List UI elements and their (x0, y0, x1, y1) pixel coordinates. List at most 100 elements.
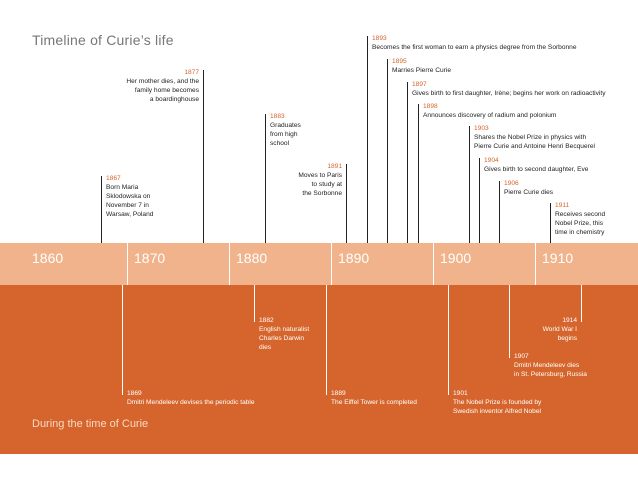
event-year: 1907 (514, 353, 529, 360)
curie-event: 1883 Graduates from high school (270, 112, 301, 148)
event-text: school (270, 140, 290, 147)
event-text: to study at (311, 181, 342, 188)
world-event-stem (326, 285, 327, 395)
curie-event-stem (479, 158, 480, 243)
curie-event-stem (265, 114, 266, 243)
event-year: 1904 (484, 157, 499, 164)
event-text: Gives birth to second daughter, Eve (484, 166, 589, 173)
curie-event: 1898 Announces discovery of radium and po… (423, 102, 556, 120)
event-text: in St. Petersburg, Russia (514, 371, 587, 378)
event-year: 1869 (127, 390, 142, 397)
curie-event-stem (346, 164, 347, 243)
event-text: from high (270, 131, 298, 138)
event-text: Receives second (555, 211, 606, 218)
decade-label: 1910 (542, 250, 574, 266)
event-text: November 7 in (106, 202, 149, 209)
event-year: 1883 (270, 113, 285, 120)
curie-event: 1891 Moves to Paris to study at the Sorbonn… (298, 162, 342, 198)
event-year: 1901 (453, 390, 468, 397)
event-text: time in chemistry (555, 229, 605, 236)
event-year: 1891 (327, 163, 342, 170)
event-text: Dmitri Mendeleev devises the periodic ta… (127, 399, 255, 406)
event-text: Marries Pierre Curie (392, 67, 451, 74)
event-text: Warsaw, Poland (106, 211, 154, 218)
event-year: 1889 (331, 390, 346, 397)
event-year: 1877 (184, 69, 199, 76)
decade-label: 1870 (134, 250, 166, 266)
world-event: 1882 English naturalist Charles Darwin dies (259, 316, 309, 352)
curie-event-stem (203, 70, 204, 243)
curie-event: 1893 Becomes the first woman to earn a ph… (372, 34, 577, 52)
event-year: 1898 (423, 103, 438, 110)
event-text: Gives birth to first daughter, Irène; be… (412, 90, 606, 97)
curie-event-stem (387, 59, 388, 243)
world-event: 1907 Dmitri Mendeleev dies in St. Petersbu… (514, 352, 587, 379)
decade-tick (331, 243, 332, 285)
curie-event: 1904 Gives birth to second daughter, Eve (484, 156, 588, 174)
world-events-title: During the time of Curie (32, 418, 149, 430)
world-event-stem (122, 285, 123, 395)
event-year: 1893 (372, 35, 387, 42)
event-year: 1867 (106, 175, 121, 182)
page-title: Timeline of Curie’s life (32, 32, 174, 48)
decade-band (0, 243, 638, 285)
event-text: Nobel Prize, this (555, 220, 604, 227)
event-year: 1911 (555, 202, 570, 209)
curie-event-stem (469, 126, 470, 243)
event-year: 1914 (562, 317, 577, 324)
world-events-panel (0, 285, 638, 454)
world-event: 1914 World War I begins (543, 316, 577, 343)
event-text: Moves to Paris (298, 172, 342, 179)
curie-event-stem (499, 181, 500, 243)
event-text: Becomes the first woman to earn a physic… (372, 44, 577, 51)
event-text: begins (557, 335, 577, 342)
world-event: 1889 The Eiffel Tower is completed (331, 389, 417, 407)
curie-event-stem (367, 36, 368, 243)
curie-event-stem (407, 82, 408, 243)
curie-event: 1895 Marries Pierre Curie (392, 57, 451, 75)
world-event: 1869 Dmitri Mendeleev devises the periodi… (127, 389, 255, 407)
curie-event: 1906 Pierre Curie dies (504, 179, 553, 197)
decade-tick (229, 243, 230, 285)
decade-label: 1900 (440, 250, 472, 266)
event-text: family home becomes (134, 87, 199, 94)
event-text: Charles Darwin (259, 335, 305, 342)
decade-label: 1860 (32, 250, 64, 266)
decade-tick (127, 243, 128, 285)
world-event-stem (448, 285, 449, 395)
decade-label: 1890 (338, 250, 370, 266)
event-text: dies (259, 344, 272, 351)
world-event-stem (509, 285, 510, 358)
curie-event: 1877 Her mother dies, and the family home … (126, 68, 199, 104)
event-text: Born Maria (106, 184, 139, 191)
event-text: World War I (542, 326, 577, 333)
event-text: Shares the Nobel Prize in physics with (474, 134, 587, 141)
world-event-stem (254, 285, 255, 322)
event-text: The Nobel Prize is founded by (453, 399, 542, 406)
curie-event-stem (101, 176, 102, 243)
event-text: Sklodowska on (106, 193, 151, 200)
event-year: 1882 (259, 317, 274, 324)
curie-event: 1867 Born Maria Sklodowska on November 7 in… (106, 174, 153, 219)
decade-tick (433, 243, 434, 285)
event-year: 1897 (412, 81, 427, 88)
curie-event: 1897 Gives birth to first daughter, Irène… (412, 80, 606, 98)
event-text: Dmitri Mendeleev dies (514, 362, 580, 369)
event-text: Announces discovery of radium and poloni… (423, 112, 557, 119)
event-year: 1895 (392, 58, 407, 65)
event-year: 1903 (474, 125, 489, 132)
event-text: a boardinghouse (149, 96, 199, 103)
curie-event-stem (418, 104, 419, 243)
curie-event: 1903 Shares the Nobel Prize in physics wi… (474, 124, 595, 151)
event-text: The Eiffel Tower is completed (331, 399, 417, 406)
curie-event: 1911 Receives second Nobel Prize, this time… (555, 201, 605, 237)
decade-tick (535, 243, 536, 285)
event-year: 1906 (504, 180, 519, 187)
event-text: Her mother dies, and the (126, 78, 199, 85)
decade-label: 1880 (236, 250, 268, 266)
event-text: Swedish inventor Alfred Nobel (453, 408, 541, 415)
event-text: Graduates (270, 122, 301, 129)
event-text: English naturalist (259, 326, 310, 333)
world-event-stem (581, 285, 582, 322)
event-text: the Sorbonne (302, 190, 342, 197)
